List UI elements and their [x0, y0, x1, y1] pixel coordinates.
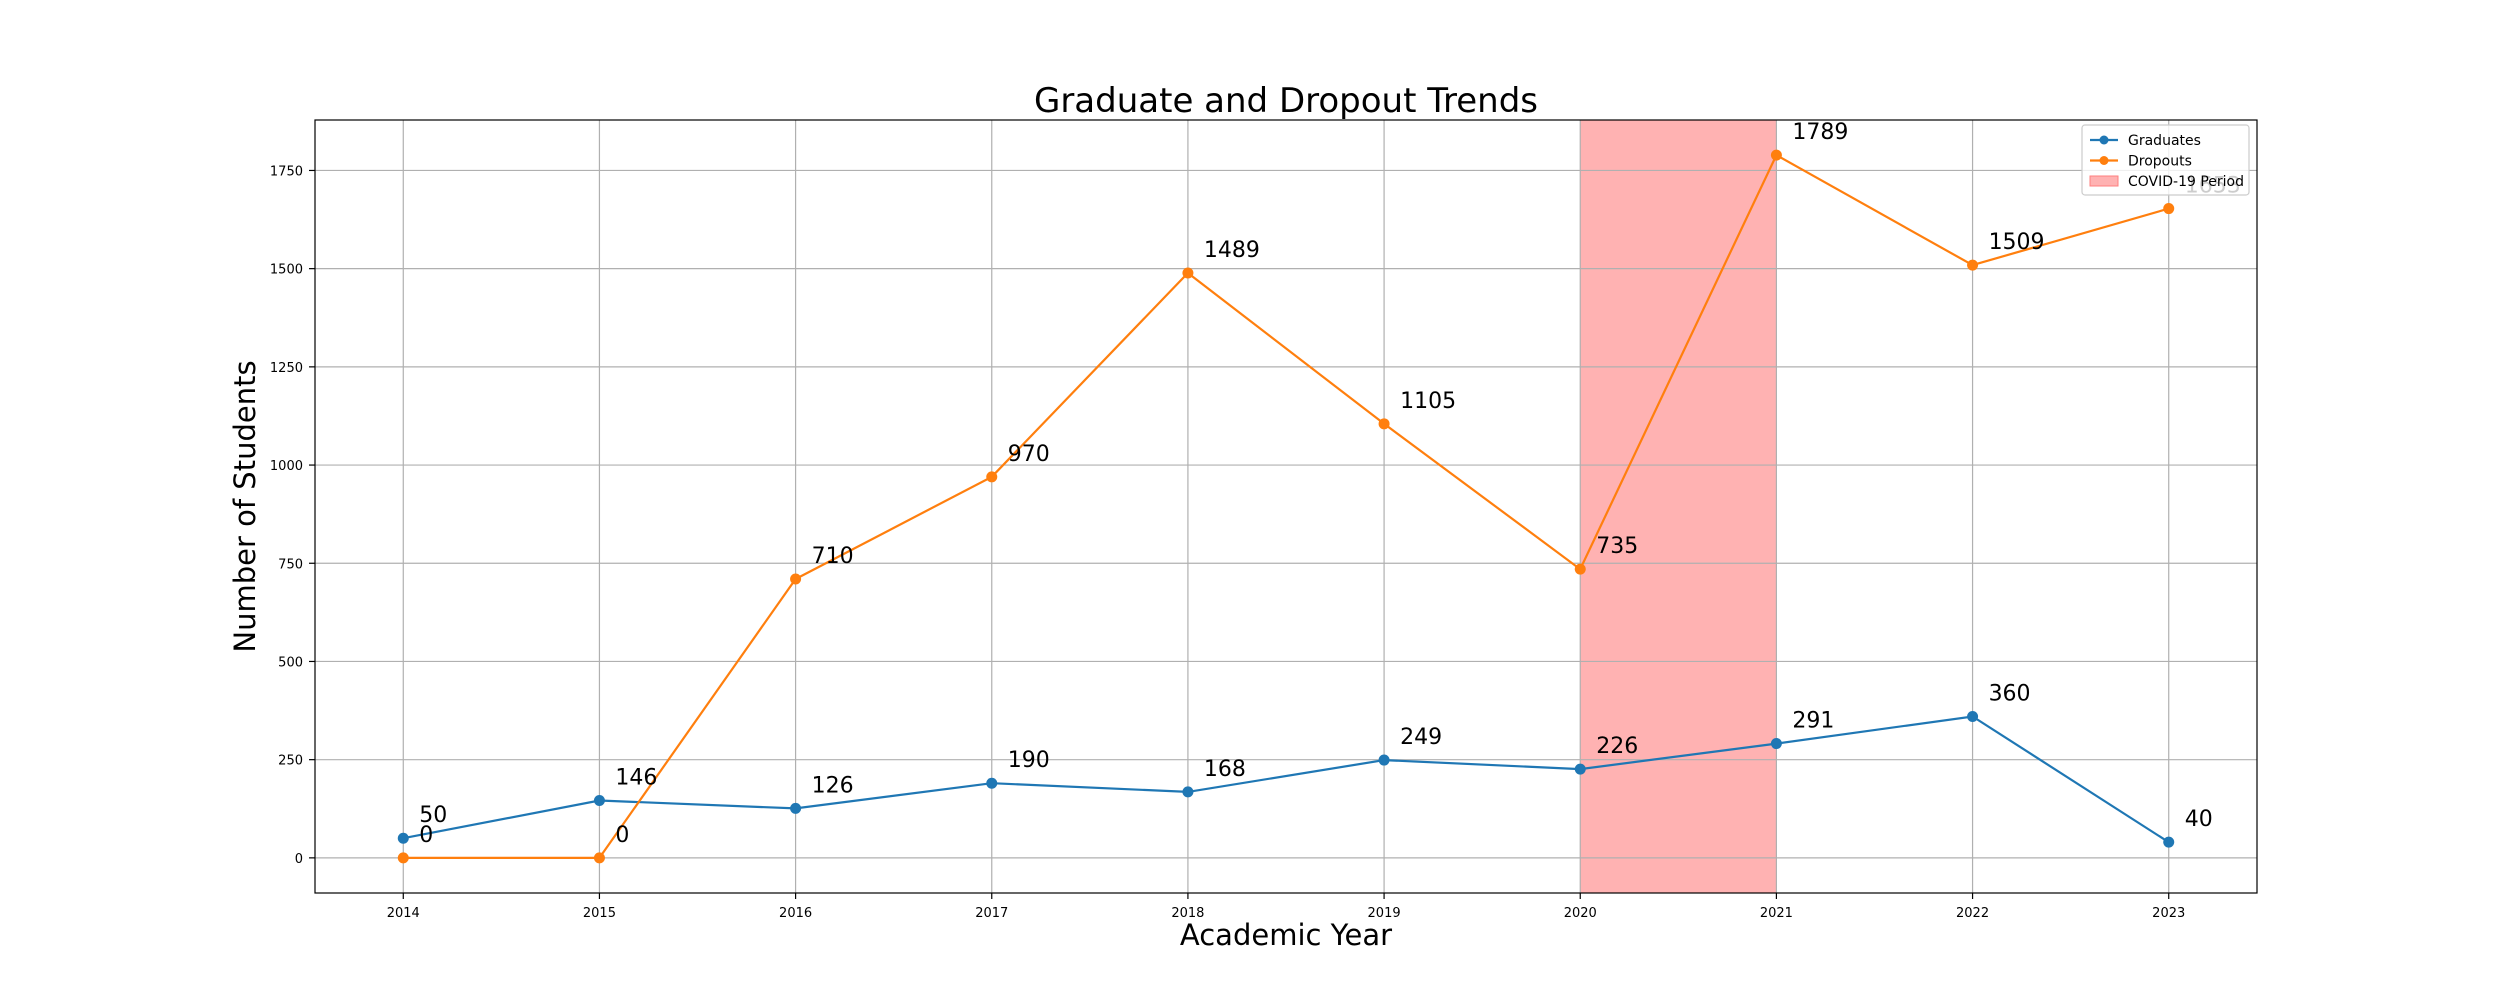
graduates-data-label: 360	[1989, 681, 2031, 706]
graduates-data-label: 190	[1008, 748, 1050, 773]
y-tick-label: 1750	[270, 164, 303, 179]
x-tick-label: 2017	[975, 906, 1008, 921]
legend-graduates-label: Graduates	[2128, 133, 2201, 149]
grid-layer	[315, 120, 2257, 893]
legend-box	[2081, 124, 2250, 196]
graduates-data-label: 168	[1204, 757, 1246, 782]
y-axis-title: Number of Students	[228, 360, 262, 652]
y-tick-label: 250	[278, 754, 303, 769]
dropouts-point	[1182, 267, 1194, 279]
y-tick-label: 1000	[270, 459, 303, 474]
dropouts-point	[1574, 563, 1586, 575]
y-tick-label: 0	[295, 852, 303, 867]
dropouts-data-label: 1489	[1204, 238, 1260, 263]
dropouts-point	[397, 852, 409, 864]
graduates-data-label: 226	[1596, 734, 1638, 759]
plot-area-frame	[314, 119, 2258, 894]
dropouts-data-label: 1789	[1792, 120, 1848, 145]
graduates-data-label: 249	[1400, 725, 1442, 750]
dropouts-data-label: 0	[419, 823, 433, 848]
graduates-point	[986, 777, 998, 789]
x-tick-label: 2014	[387, 906, 420, 921]
y-tick-label: 500	[278, 655, 303, 670]
graduates-data-label: 146	[615, 766, 657, 791]
dropouts-point	[593, 852, 605, 864]
graduates-data-label: 126	[812, 773, 854, 798]
graduates-line	[403, 715, 2170, 844]
dropouts-point	[1378, 418, 1390, 430]
x-tick-label: 2021	[1760, 906, 1793, 921]
dropouts-point	[986, 471, 998, 483]
graduates-point	[2163, 836, 2175, 848]
dropouts-data-label: 735	[1596, 534, 1638, 559]
dropouts-data-label: 710	[812, 544, 854, 569]
legend-dropouts-marker	[2099, 156, 2109, 165]
x-tick-label: 2019	[1368, 906, 1401, 921]
graduates-point	[790, 802, 802, 814]
x-tick-label: 2022	[1956, 906, 1989, 921]
graduates-point	[1770, 738, 1782, 750]
series-layer	[397, 149, 2175, 864]
legend-covid-swatch	[2089, 175, 2119, 187]
dropouts-point	[1770, 149, 1782, 161]
graduates-point	[1378, 754, 1390, 766]
graduates-point	[1967, 710, 1979, 722]
graduates-point	[397, 832, 409, 844]
dropouts-data-label: 970	[1008, 442, 1050, 467]
legend-graduates-marker	[2099, 135, 2109, 145]
graduates-point	[1574, 763, 1586, 775]
dropouts-point	[2163, 203, 2175, 215]
dropouts-data-label: 0	[615, 823, 629, 848]
dropouts-data-label: 1105	[1400, 389, 1456, 414]
data-label-layer: 50 146 126 190 168 249 226 291 360 40 0 0 710 970 1489…	[419, 120, 2240, 848]
x-tick-label: 2020	[1564, 906, 1597, 921]
legend-dropouts-label: Dropouts	[2128, 154, 2192, 170]
x-tick-label: 2023	[2152, 906, 2185, 921]
x-tick-label: 2018	[1171, 906, 1204, 921]
axis-tick-layer: 2014 2015 2016 2017 2018 2019 2020 2021 2022 2023…	[270, 164, 2185, 921]
dropouts-data-label: 1509	[1989, 230, 2045, 255]
dropouts-point	[790, 573, 802, 585]
dropouts-line	[403, 153, 2170, 860]
y-tick-label: 750	[278, 557, 303, 572]
x-tick-label: 2015	[583, 906, 616, 921]
graduates-point	[1182, 786, 1194, 798]
y-tick-label: 1250	[270, 361, 303, 376]
graduates-data-label: 40	[2185, 807, 2213, 832]
chart-title: Graduate and Dropout Trends	[1034, 81, 1538, 121]
legend-covid-label: COVID-19 Period	[2128, 174, 2244, 190]
x-tick-label: 2016	[779, 906, 812, 921]
x-axis-title: Academic Year	[1180, 918, 1392, 952]
graduates-point	[593, 795, 605, 807]
graduates-data-label: 291	[1792, 709, 1834, 734]
y-tick-label: 1500	[270, 263, 303, 278]
graduates-data-label: 50	[419, 803, 447, 828]
legend: Graduates Dropouts COVID-19 Period	[2081, 124, 2250, 196]
dropouts-point	[1967, 259, 1979, 271]
